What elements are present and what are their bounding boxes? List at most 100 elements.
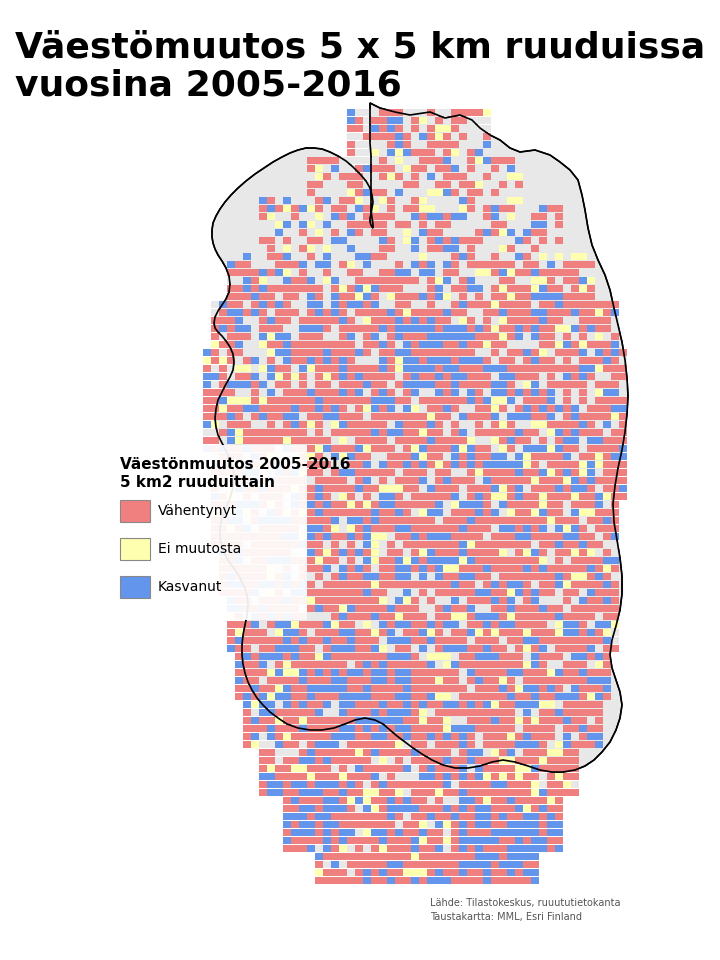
Bar xyxy=(563,572,570,580)
Bar xyxy=(339,420,346,428)
Bar xyxy=(459,788,467,796)
Bar xyxy=(347,828,354,836)
Bar xyxy=(435,804,443,812)
Bar xyxy=(371,212,379,220)
Bar xyxy=(347,284,354,292)
Bar xyxy=(411,437,418,444)
Bar xyxy=(611,308,618,316)
Bar xyxy=(379,620,387,628)
Bar xyxy=(331,564,338,572)
Bar xyxy=(563,636,570,644)
Bar xyxy=(547,644,554,652)
Bar xyxy=(491,356,498,364)
Bar xyxy=(547,380,554,388)
Bar xyxy=(291,461,299,468)
Bar xyxy=(531,396,539,404)
Bar xyxy=(379,668,387,676)
Bar xyxy=(419,516,426,524)
Bar xyxy=(563,740,570,748)
Bar xyxy=(515,356,523,364)
Bar xyxy=(523,828,531,836)
Bar xyxy=(387,773,395,780)
Bar xyxy=(299,308,307,316)
Bar xyxy=(603,564,611,572)
Bar xyxy=(275,612,282,620)
Bar xyxy=(315,380,323,388)
Bar xyxy=(323,812,330,820)
Bar xyxy=(467,500,474,508)
Bar xyxy=(227,380,235,388)
Bar xyxy=(403,773,410,780)
Bar xyxy=(355,396,362,404)
Bar xyxy=(371,773,379,780)
Bar xyxy=(379,308,387,316)
Bar xyxy=(579,708,587,716)
Bar xyxy=(459,348,467,356)
Bar xyxy=(483,428,490,436)
Bar xyxy=(459,588,467,596)
Bar xyxy=(307,461,315,468)
Bar xyxy=(483,516,490,524)
Bar xyxy=(499,821,506,828)
Bar xyxy=(443,509,451,516)
Bar xyxy=(507,540,515,548)
Bar xyxy=(259,684,266,692)
Bar xyxy=(395,116,402,124)
Bar xyxy=(595,380,603,388)
Bar xyxy=(491,204,498,212)
Bar xyxy=(259,437,266,444)
Bar xyxy=(563,269,570,276)
Bar xyxy=(563,629,570,636)
Bar xyxy=(307,428,315,436)
Bar xyxy=(395,804,402,812)
Bar xyxy=(563,540,570,548)
Bar xyxy=(611,324,618,332)
Bar xyxy=(323,332,330,340)
Bar xyxy=(275,629,282,636)
Bar xyxy=(427,300,434,308)
Bar xyxy=(515,444,523,452)
Bar xyxy=(523,596,531,604)
Bar xyxy=(443,468,451,476)
Bar xyxy=(307,684,315,692)
Bar xyxy=(395,588,402,596)
Bar xyxy=(251,612,258,620)
Bar xyxy=(603,557,611,564)
Bar xyxy=(339,581,346,588)
Bar xyxy=(395,500,402,508)
Bar xyxy=(427,684,434,692)
Bar xyxy=(499,413,506,420)
Bar xyxy=(291,284,299,292)
Bar xyxy=(387,293,395,300)
Bar xyxy=(299,620,307,628)
Bar xyxy=(355,860,362,868)
Bar xyxy=(451,836,459,844)
Bar xyxy=(267,293,274,300)
Bar xyxy=(507,668,515,676)
Bar xyxy=(443,780,451,788)
Bar xyxy=(371,677,379,684)
Bar xyxy=(467,636,474,644)
Bar xyxy=(235,668,243,676)
Bar xyxy=(427,332,434,340)
Bar xyxy=(259,468,266,476)
Bar xyxy=(363,116,371,124)
Bar xyxy=(579,684,587,692)
Bar xyxy=(443,588,451,596)
Bar xyxy=(379,212,387,220)
Bar xyxy=(547,300,554,308)
Bar xyxy=(307,204,315,212)
Bar xyxy=(411,660,418,668)
Bar xyxy=(379,468,387,476)
Bar xyxy=(483,197,490,204)
Bar xyxy=(379,701,387,708)
Bar xyxy=(307,732,315,740)
Bar xyxy=(379,725,387,732)
Bar xyxy=(459,245,467,252)
Bar xyxy=(363,716,371,724)
Bar xyxy=(467,725,474,732)
Bar xyxy=(443,756,451,764)
Bar xyxy=(347,725,354,732)
Bar xyxy=(251,413,258,420)
Bar xyxy=(395,821,402,828)
